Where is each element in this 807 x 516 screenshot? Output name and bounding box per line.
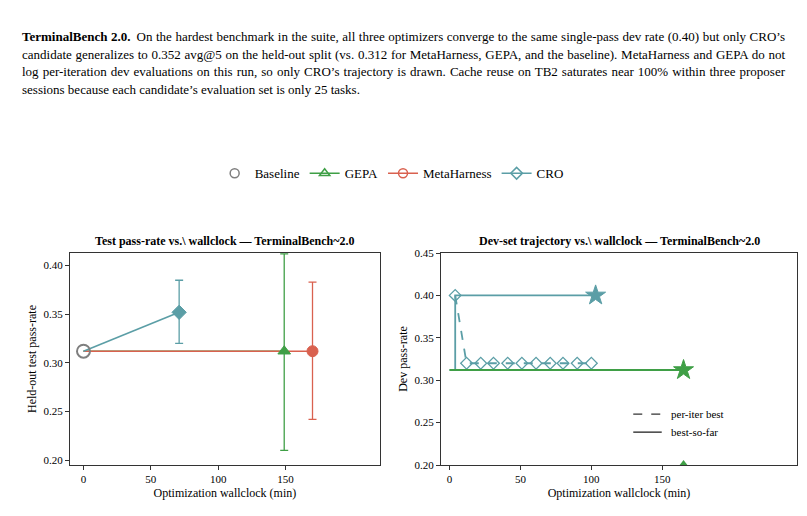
svg-text:0.25: 0.25 xyxy=(44,405,64,417)
svg-text:best-so-far: best-so-far xyxy=(671,426,718,438)
svg-text:150: 150 xyxy=(277,473,294,485)
svg-text:50: 50 xyxy=(515,473,527,485)
html-text:TerminalBench 2.0. On the hard: TerminalBench 2.0. On the hardest benchm… xyxy=(22,29,785,97)
svg-text:Held-out test pass-rate: Held-out test pass-rate xyxy=(25,305,39,413)
svg-text:Baseline: Baseline xyxy=(255,166,300,181)
svg-text:0: 0 xyxy=(447,473,453,485)
svg-text:50: 50 xyxy=(145,473,157,485)
svg-text:0.40: 0.40 xyxy=(44,259,64,271)
svg-text:0.30: 0.30 xyxy=(44,357,64,369)
svg-text:Dev-set trajectory vs.\ wallcl: Dev-set trajectory vs.\ wallclock — Term… xyxy=(479,234,760,248)
svg-text:0: 0 xyxy=(81,473,87,485)
svg-text:Optimization wallclock (min): Optimization wallclock (min) xyxy=(548,486,691,500)
svg-text:MetaHarness: MetaHarness xyxy=(423,166,492,181)
svg-text:0.20: 0.20 xyxy=(44,454,64,466)
svg-text:0.25: 0.25 xyxy=(415,416,435,428)
svg-text:per-iter best: per-iter best xyxy=(671,408,724,420)
svg-text:0.35: 0.35 xyxy=(44,308,64,320)
svg-text:0.20: 0.20 xyxy=(415,459,435,471)
svg-text:100: 100 xyxy=(210,473,227,485)
svg-text:0.40: 0.40 xyxy=(415,289,435,301)
svg-text:Optimization wallclock (min): Optimization wallclock (min) xyxy=(154,486,297,500)
svg-text:0.45: 0.45 xyxy=(415,247,435,259)
svg-text:0.30: 0.30 xyxy=(415,374,435,386)
svg-text:CRO: CRO xyxy=(537,166,564,181)
svg-text:150: 150 xyxy=(654,473,671,485)
svg-text:GEPA: GEPA xyxy=(345,166,378,181)
svg-text:Dev pass-rate: Dev pass-rate xyxy=(396,326,410,392)
svg-text:Test pass-rate vs.\ wallclock: Test pass-rate vs.\ wallclock — Terminal… xyxy=(95,234,354,248)
svg-text:0.35: 0.35 xyxy=(415,332,435,344)
svg-text:100: 100 xyxy=(583,473,600,485)
